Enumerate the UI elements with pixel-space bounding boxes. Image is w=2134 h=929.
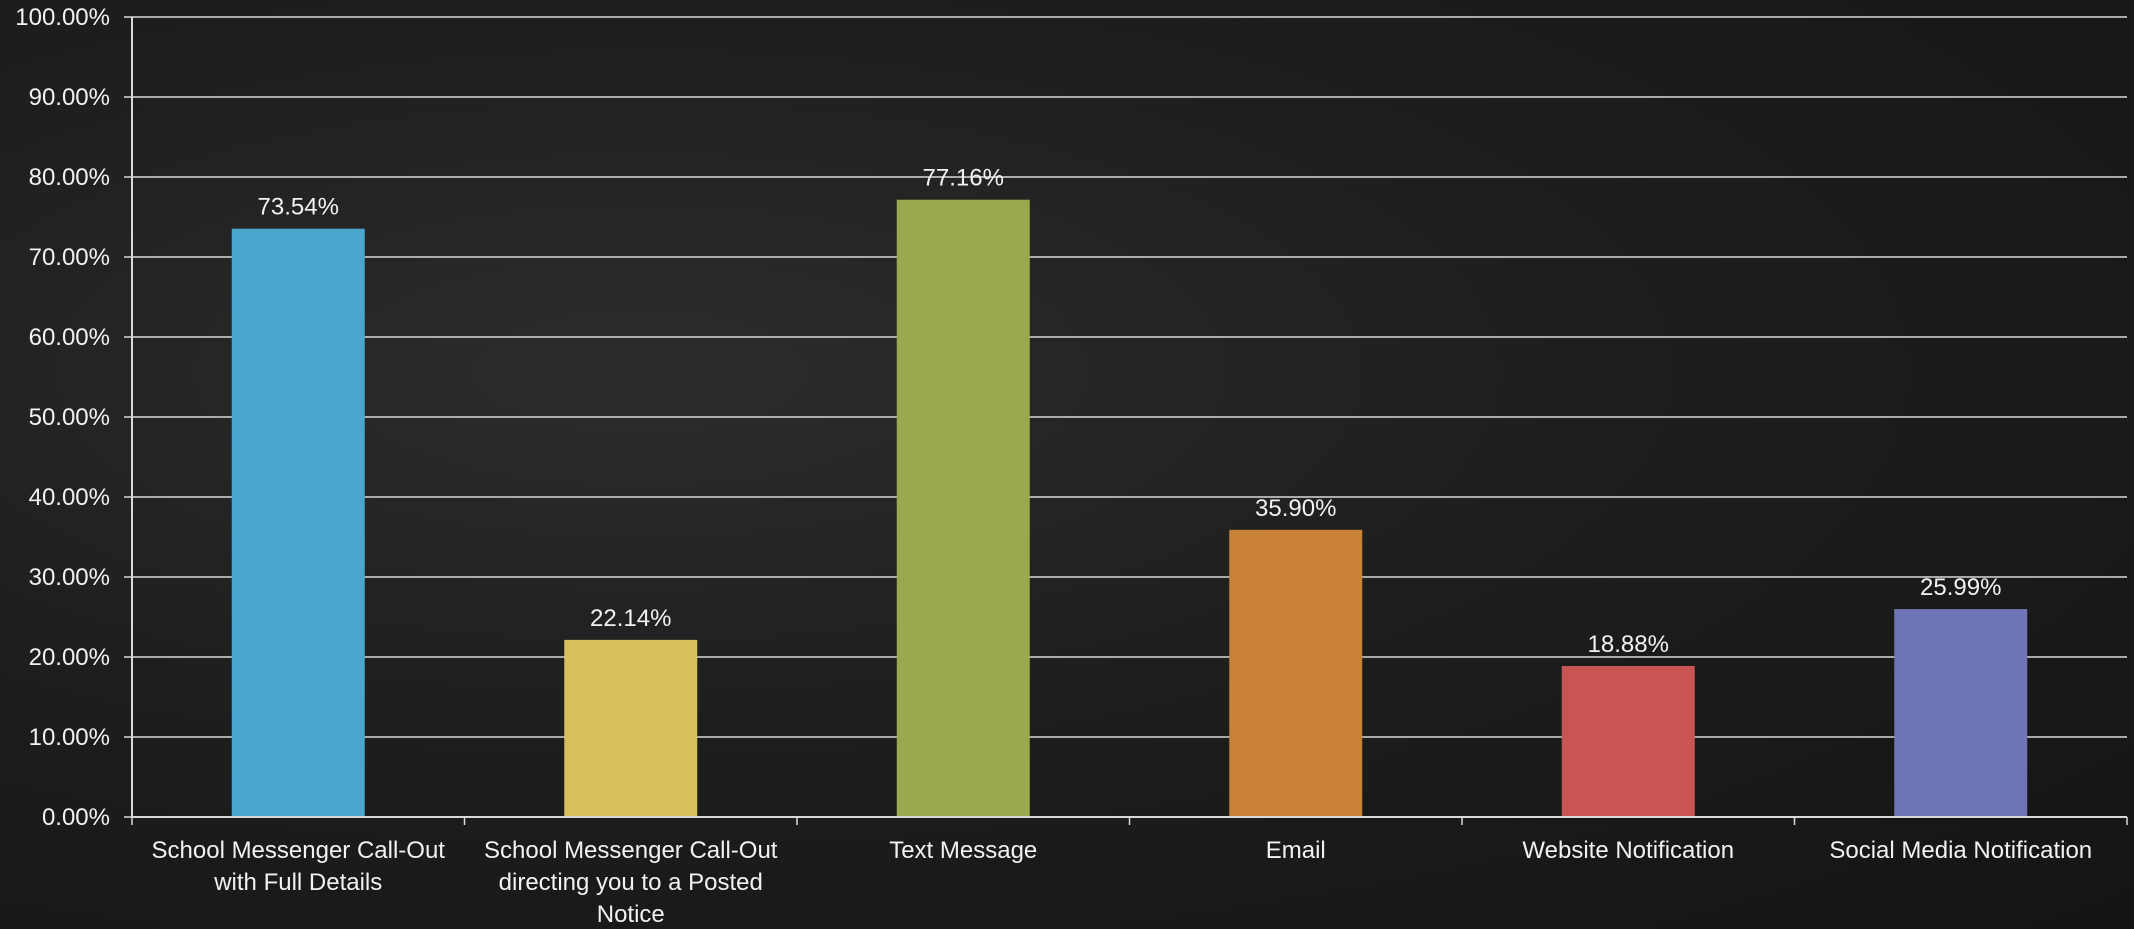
bar	[1229, 529, 1363, 817]
data-label: 22.14%	[590, 605, 671, 632]
y-tick-label: 30.00%	[29, 564, 110, 591]
bar	[896, 199, 1030, 818]
x-tick-label: with Full Details	[213, 869, 382, 896]
data-label: 25.99%	[1920, 574, 2001, 601]
y-tick-label: 70.00%	[29, 244, 110, 271]
y-tick-label: 0.00%	[42, 804, 110, 831]
x-tick-label: School Messenger Call-Out	[484, 837, 778, 864]
y-tick-label: 80.00%	[29, 164, 110, 191]
bar	[231, 228, 365, 817]
bar	[1894, 609, 2028, 817]
x-tick-label: Website Notification	[1522, 837, 1734, 864]
labels: 0.00% 10.00% 20.00% 30.00% 40.00% 50.00% 60.00…	[15, 4, 2092, 928]
x-tick-label: Notice	[597, 901, 665, 928]
bar	[1561, 665, 1695, 817]
x-tick-label: School Messenger Call-Out	[152, 837, 446, 864]
data-label: 18.88%	[1588, 631, 1669, 658]
y-tick-label: 50.00%	[29, 404, 110, 431]
data-label: 73.54%	[258, 194, 339, 221]
y-tick-label: 90.00%	[29, 84, 110, 111]
x-tick-label: Social Media Notification	[1829, 837, 2092, 864]
y-tick-label: 10.00%	[29, 724, 110, 751]
x-tick-label: Email	[1266, 837, 1326, 864]
y-tick-label: 40.00%	[29, 484, 110, 511]
y-tick-label: 100.00%	[15, 4, 110, 31]
data-label: 35.90%	[1255, 495, 1336, 522]
axes	[124, 16, 2128, 825]
y-tick-label: 20.00%	[29, 644, 110, 671]
bars	[231, 199, 2028, 818]
data-label: 77.16%	[923, 165, 1004, 192]
gridlines	[132, 16, 2127, 738]
x-tick-label: Text Message	[889, 837, 1037, 864]
x-tick-label: directing you to a Posted	[499, 869, 763, 896]
y-tick-label: 60.00%	[29, 324, 110, 351]
bar	[564, 639, 698, 817]
